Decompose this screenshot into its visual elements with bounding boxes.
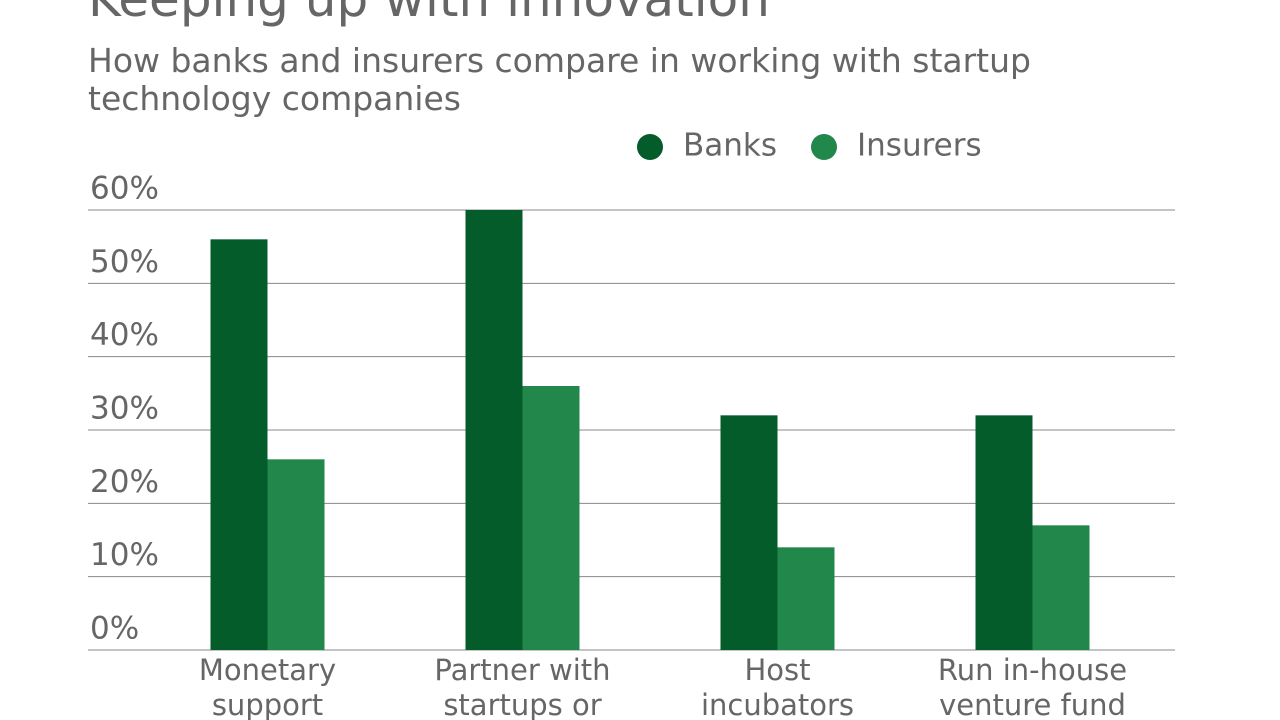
x-tick-label: Monetary support	[198, 653, 337, 720]
bar	[975, 415, 1033, 650]
chart-title: Keeping up with innovation	[88, 0, 770, 28]
bar	[210, 239, 268, 651]
y-tick-label: 20%	[90, 464, 159, 500]
bar	[720, 415, 778, 650]
legend-label: Banks	[683, 128, 777, 164]
y-tick-label: 40%	[90, 317, 159, 353]
y-tick-label: 30%	[90, 391, 159, 427]
legend-marker	[811, 134, 837, 160]
x-tick-label: Run in-house venture fund	[937, 653, 1128, 720]
y-tick-label: 60%	[90, 171, 159, 207]
bar	[522, 386, 580, 650]
bar	[777, 547, 835, 650]
y-tick-label: 10%	[90, 537, 159, 573]
bar	[1032, 525, 1090, 650]
chart-subtitle: How banks and insurers compare in workin…	[88, 41, 1031, 118]
bar	[267, 459, 325, 650]
legend-label: Insurers	[857, 128, 982, 164]
x-tick-label: Host incubators	[700, 653, 855, 720]
legend-marker	[637, 134, 663, 160]
y-tick-label: 0%	[90, 611, 139, 647]
bar	[465, 210, 523, 650]
y-tick-label: 50%	[90, 244, 159, 280]
x-tick-label: Partner with startups or	[434, 653, 611, 720]
